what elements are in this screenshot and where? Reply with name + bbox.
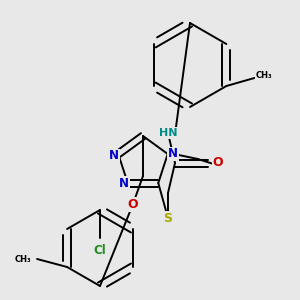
Text: N: N [109,149,119,163]
Text: O: O [128,197,138,211]
Text: N: N [119,176,129,190]
Text: O: O [213,157,223,169]
Text: S: S [164,212,172,224]
Text: CH₃: CH₃ [256,71,273,80]
Text: HN: HN [159,128,177,138]
Text: Cl: Cl [94,244,106,256]
Text: CH₃: CH₃ [15,254,32,263]
Text: N: N [168,148,178,160]
